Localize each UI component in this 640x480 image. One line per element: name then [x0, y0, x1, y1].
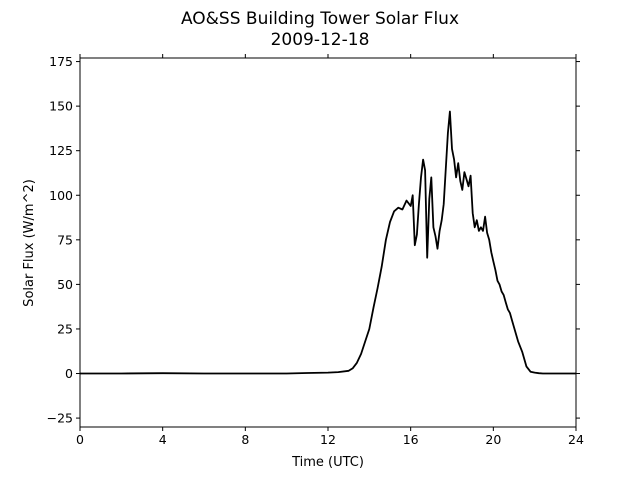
- x-tick-label: 12: [320, 432, 336, 447]
- chart-subtitle: 2009-12-18: [271, 30, 370, 50]
- x-tick-label: 16: [403, 432, 419, 447]
- y-tick-label: 0: [65, 366, 73, 381]
- x-tick-label: 20: [485, 432, 501, 447]
- y-axis-label: Solar Flux (W/m^2): [22, 179, 37, 307]
- y-tick-label: 125: [49, 143, 73, 158]
- y-tick-label: 75: [57, 232, 73, 247]
- chart-title: AO&SS Building Tower Solar Flux: [181, 9, 459, 29]
- y-tick-label: −25: [47, 411, 73, 426]
- x-tick-label: 0: [76, 432, 84, 447]
- plot-area-frame: [79, 57, 577, 428]
- x-tick-label: 4: [159, 432, 167, 447]
- y-tick-label: 100: [49, 188, 73, 203]
- x-tick-label: 8: [241, 432, 249, 447]
- y-tick-label: 175: [49, 54, 73, 69]
- x-axis-label: Time (UTC): [291, 455, 364, 470]
- solar-flux-series-line: [80, 110, 576, 375]
- y-tick-label: 50: [57, 277, 73, 292]
- y-tick-label: 25: [57, 321, 73, 336]
- x-tick-label: 24: [568, 432, 584, 447]
- y-tick-label: 150: [49, 99, 73, 114]
